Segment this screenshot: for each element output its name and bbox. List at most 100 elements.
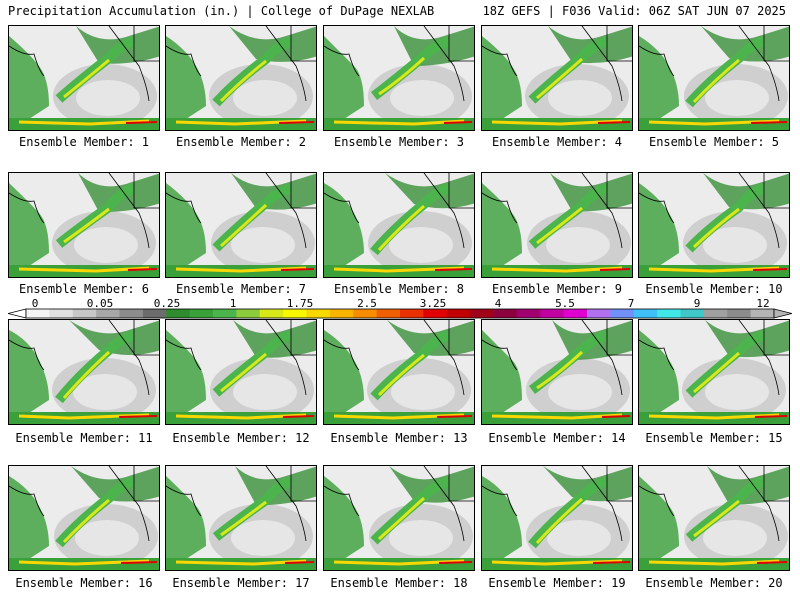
colorbar-bin — [540, 309, 565, 318]
ensemble-member-label: Ensemble Member: 6 — [18, 282, 150, 296]
precip-map-image — [482, 173, 632, 277]
ensemble-member-label: Ensemble Member: 4 — [491, 135, 623, 149]
precip-map-image — [166, 466, 316, 570]
ensemble-member-map — [481, 25, 633, 131]
colorbar-bin — [236, 309, 261, 318]
colorbar-bin — [423, 309, 448, 318]
ensemble-member-label: Ensemble Member: 1 — [18, 135, 150, 149]
ensemble-member-map — [638, 465, 790, 571]
map-title: Precipitation Accumulation (in.) | Colle… — [8, 4, 435, 18]
precip-map-image — [482, 26, 632, 130]
ensemble-member-map — [481, 465, 633, 571]
precip-map-image — [639, 320, 789, 424]
colorbar-bin — [400, 309, 424, 318]
ensemble-member-map — [8, 172, 160, 278]
ensemble-member-label: Ensemble Member: 19 — [488, 576, 626, 590]
colorbar-bin — [26, 309, 50, 318]
colorbar-tick-label: 1 — [229, 297, 237, 310]
ensemble-member-label: Ensemble Member: 10 — [645, 282, 783, 296]
precip-map-image — [9, 466, 159, 570]
ensemble-member-label: Ensemble Member: 2 — [175, 135, 307, 149]
colorbar-bin — [329, 309, 354, 318]
colorbar-bin — [96, 309, 120, 318]
colorbar-bin — [470, 309, 494, 318]
colorbar-bin — [633, 309, 658, 318]
colorbar-bin — [166, 309, 191, 318]
colorbar-bin — [703, 309, 728, 318]
colorbar-tick-label: 3.25 — [419, 297, 447, 310]
precip-map-image — [639, 466, 789, 570]
ensemble-member-map — [481, 319, 633, 425]
colorbar-bin — [72, 309, 97, 318]
colorbar-bin — [259, 309, 284, 318]
precip-map-image — [639, 173, 789, 277]
colorbar-bin — [680, 309, 705, 318]
precip-map-image — [9, 320, 159, 424]
colorbar-tick-label: 12 — [756, 297, 770, 310]
colorbar-bin — [119, 309, 144, 318]
precip-map-image — [482, 466, 632, 570]
colorbar-bin — [189, 309, 214, 318]
colorbar-tick-label: 4 — [494, 297, 502, 310]
precip-map-image — [324, 320, 474, 424]
precip-map-image — [324, 173, 474, 277]
ensemble-member-label: Ensemble Member: 17 — [172, 576, 310, 590]
valid-time-label: 18Z GEFS | F036 Valid: 06Z SAT JUN 07 20… — [482, 4, 786, 18]
ensemble-member-label: Ensemble Member: 18 — [330, 576, 468, 590]
ensemble-member-map — [638, 319, 790, 425]
precip-colorbar — [8, 308, 792, 319]
colorbar-bin — [727, 309, 752, 318]
precip-map-image — [482, 320, 632, 424]
colorbar-bin — [49, 309, 74, 318]
colorbar-tick-label: 1.75 — [286, 297, 314, 310]
colorbar-bin — [283, 309, 307, 318]
colorbar-min-arrow — [8, 308, 27, 319]
precip-map-image — [166, 173, 316, 277]
colorbar-bin — [657, 309, 681, 318]
colorbar-bin — [306, 309, 331, 318]
colorbar-bin — [493, 309, 518, 318]
ensemble-member-label: Ensemble Member: 12 — [172, 431, 310, 445]
colorbar-bin — [446, 309, 471, 318]
ensemble-member-map — [8, 319, 160, 425]
ensemble-member-label: Ensemble Member: 14 — [488, 431, 626, 445]
colorbar-bin — [353, 309, 378, 318]
ensemble-member-map — [323, 172, 475, 278]
colorbar-max-arrow — [773, 308, 792, 319]
precip-map-image — [166, 26, 316, 130]
colorbar-bin — [610, 309, 635, 318]
precip-map-image — [324, 466, 474, 570]
precip-map-image — [9, 173, 159, 277]
precip-map-image — [639, 26, 789, 130]
ensemble-member-map — [323, 25, 475, 131]
colorbar-bin — [516, 309, 541, 318]
colorbar-bin — [376, 309, 401, 318]
ensemble-member-label: Ensemble Member: 9 — [491, 282, 623, 296]
ensemble-member-label: Ensemble Member: 11 — [15, 431, 153, 445]
ensemble-member-map — [638, 172, 790, 278]
ensemble-member-label: Ensemble Member: 13 — [330, 431, 468, 445]
colorbar-tick-label: 7 — [627, 297, 635, 310]
ensemble-member-label: Ensemble Member: 3 — [333, 135, 465, 149]
ensemble-member-label: Ensemble Member: 8 — [333, 282, 465, 296]
ensemble-member-map — [481, 172, 633, 278]
colorbar-tick-label: 0.25 — [153, 297, 181, 310]
colorbar-tick-label: 2.5 — [357, 297, 377, 310]
ensemble-member-map — [165, 319, 317, 425]
ensemble-member-map — [8, 465, 160, 571]
colorbar-bin — [142, 309, 167, 318]
colorbar-tick-label: 9 — [693, 297, 701, 310]
precip-map-image — [324, 26, 474, 130]
ensemble-member-label: Ensemble Member: 16 — [15, 576, 153, 590]
colorbar-tick-label: 0 — [31, 297, 39, 310]
ensemble-member-map — [165, 465, 317, 571]
colorbar-bin — [587, 309, 611, 318]
ensemble-member-label: Ensemble Member: 15 — [645, 431, 783, 445]
ensemble-member-map — [165, 25, 317, 131]
ensemble-member-label: Ensemble Member: 7 — [175, 282, 307, 296]
colorbar-tick-label: 5.5 — [555, 297, 575, 310]
ensemble-member-map — [323, 319, 475, 425]
ensemble-member-map — [638, 25, 790, 131]
colorbar-bin — [563, 309, 588, 318]
ensemble-member-map — [165, 172, 317, 278]
